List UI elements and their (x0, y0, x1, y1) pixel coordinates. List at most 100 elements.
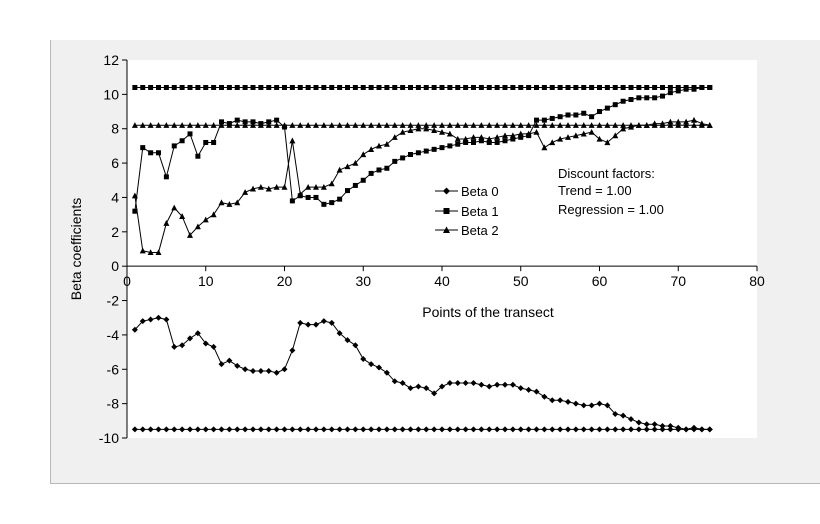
data-point-triangle (486, 135, 493, 142)
data-point-triangle (431, 127, 438, 134)
data-point-diamond (163, 426, 170, 433)
data-point-square (447, 143, 453, 149)
data-point-diamond (391, 378, 398, 385)
data-point-diamond (297, 426, 304, 433)
data-point-diamond (635, 419, 642, 426)
data-point-diamond (187, 426, 193, 433)
data-point-square (502, 138, 508, 144)
data-point-diamond (572, 426, 579, 433)
data-point-diamond (439, 426, 445, 433)
data-point-triangle (171, 204, 178, 211)
data-point-diamond (675, 426, 682, 433)
data-point-triangle (502, 122, 508, 128)
data-point-diamond (328, 319, 335, 326)
data-point-square (156, 150, 161, 156)
y-tick-label: 8 (111, 121, 119, 137)
data-point-triangle (431, 122, 438, 128)
data-point-square (392, 158, 398, 164)
data-point-diamond (580, 402, 587, 409)
data-point-triangle (691, 122, 697, 128)
data-point-diamond (368, 361, 375, 368)
data-point-diamond (320, 318, 327, 325)
data-point-triangle (289, 137, 296, 144)
data-point-diamond (368, 426, 375, 433)
data-point-square (266, 119, 272, 125)
data-point-triangle (502, 132, 508, 139)
data-point-diamond (344, 426, 351, 433)
data-point-square (321, 201, 327, 207)
data-point-square (423, 84, 429, 90)
data-point-triangle (328, 122, 335, 128)
data-point-square (549, 115, 555, 121)
data-point-triangle (596, 135, 603, 142)
y-tick-label: 12 (103, 52, 119, 68)
x-tick-label: 20 (277, 273, 293, 289)
data-point-square (360, 84, 366, 90)
data-point-square (408, 84, 413, 90)
data-point-diamond (202, 426, 209, 433)
data-point-triangle (297, 122, 304, 128)
data-point-triangle (620, 122, 627, 128)
note-heading: Discount factors: (558, 166, 655, 181)
data-point-diamond (502, 426, 508, 433)
data-point-diamond (517, 385, 524, 392)
x-tick-label: 30 (355, 273, 371, 289)
data-point-diamond (588, 426, 595, 433)
data-point-square (707, 84, 713, 90)
data-point-triangle (218, 122, 225, 128)
data-point-square (471, 139, 476, 145)
data-point-triangle (691, 116, 697, 123)
data-point-triangle (557, 122, 564, 128)
data-point-square (597, 109, 602, 115)
legend-label-beta-1: Beta 1 (461, 204, 499, 219)
data-point-diamond (147, 316, 154, 323)
data-point-diamond (376, 426, 382, 433)
data-point-diamond (533, 426, 540, 433)
y-tick-label: 6 (111, 155, 119, 171)
legend: Beta 0 Beta 1 Beta 2 (435, 184, 499, 238)
data-point-triangle (336, 122, 343, 128)
data-point-diamond (171, 426, 178, 433)
data-point-triangle (131, 192, 138, 199)
data-point-square (541, 84, 547, 90)
data-point-diamond (210, 343, 217, 350)
data-point-square (408, 152, 413, 157)
data-point-diamond (431, 426, 438, 433)
data-point-square (156, 84, 161, 90)
data-point-diamond (139, 318, 146, 325)
data-point-square (667, 84, 673, 90)
data-point-triangle (210, 122, 217, 128)
data-point-triangle (155, 122, 162, 128)
data-point-triangle (588, 128, 595, 135)
data-point-triangle (439, 122, 445, 128)
data-point-diamond (226, 357, 233, 364)
data-point-triangle (391, 122, 398, 128)
data-point-diamond (446, 380, 453, 387)
data-point-triangle (470, 134, 477, 140)
data-point-triangle (565, 122, 571, 128)
data-point-diamond (525, 426, 532, 433)
data-point-diamond (486, 426, 493, 433)
data-point-triangle (494, 122, 501, 128)
series-beta-1 (132, 84, 713, 214)
data-point-square (187, 84, 193, 90)
legend-diamond-marker (443, 187, 450, 195)
data-point-square (415, 150, 421, 156)
data-point-diamond (250, 367, 256, 374)
data-point-triangle (226, 201, 233, 207)
data-point-square (660, 84, 665, 90)
data-point-triangle (368, 122, 375, 128)
data-point-triangle (344, 122, 351, 128)
data-point-square (329, 200, 335, 206)
x-tick-label: 80 (749, 273, 765, 289)
data-point-triangle (163, 122, 170, 128)
data-point-diamond (171, 343, 178, 350)
data-point-triangle (565, 134, 571, 140)
data-point-square (171, 143, 177, 149)
data-point-triangle (194, 122, 201, 128)
y-axis-title: Beta coefficients (68, 198, 84, 300)
x-tick-label: 40 (434, 273, 450, 289)
data-point-diamond (313, 426, 319, 433)
data-point-square (219, 119, 224, 125)
x-tick-label: 10 (198, 273, 214, 289)
